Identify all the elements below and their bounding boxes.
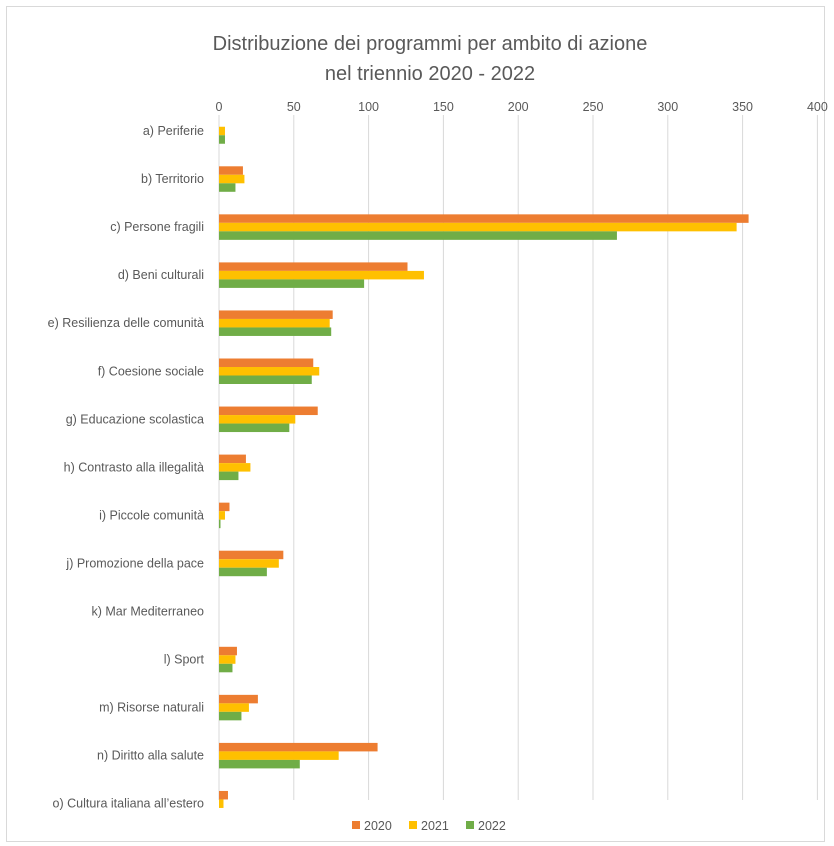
bar-2022 [219,135,225,144]
x-tick-label: 350 [732,100,753,114]
bar-2021 [219,559,279,568]
bar-2021 [219,703,249,712]
category-label: g) Educazione scolastica [66,412,204,426]
bar-2021 [219,511,225,520]
legend: 2020 2021 2022 [352,819,506,833]
bar-2020 [219,214,749,223]
bar-2021 [219,799,224,808]
bar-2022 [219,471,239,481]
bar-2021 [219,126,225,136]
x-axis-ticks: 0 50 100 150 200 250 300 350 400 [216,100,828,114]
bar-2021 [219,367,320,376]
bar-2021 [219,463,251,472]
bar-2021 [219,751,339,760]
category-label: l) Sport [164,653,205,667]
y-axis-categories: a) Periferie b) Territorio c) Persone frag… [48,124,205,811]
category-label: c) Persone fragili [110,220,204,234]
bar-2021 [219,174,245,184]
bar-2020 [219,406,318,416]
category-label: e) Resilienza delle comunità [48,316,204,330]
bar-2022 [219,711,242,721]
category-label: j) Promozione della pace [65,556,204,570]
bar-2020 [219,454,246,464]
bar-2021 [219,415,296,424]
legend-label: 2021 [421,819,449,833]
bar-2022 [219,423,290,433]
bar-2022 [219,231,617,240]
x-tick-label: 50 [287,100,301,114]
legend-swatch [466,821,474,829]
category-label: i) Piccole comunità [99,508,204,522]
x-tick-label: 150 [433,100,454,114]
category-label: k) Mar Mediterraneo [91,605,204,619]
legend-swatch [352,821,360,829]
bar-2022 [219,759,300,769]
bar-2020 [219,166,243,175]
category-label: d) Beni culturali [118,268,204,282]
x-tick-label: 250 [583,100,604,114]
category-label: b) Territorio [141,172,204,186]
bar-2020 [219,550,284,560]
bar-2022 [219,327,332,336]
bar-2020 [219,694,258,704]
bar-2020 [219,502,230,512]
bar-2021 [219,318,330,328]
chart-title-line-1: Distribuzione dei programmi per ambito d… [213,33,648,55]
bar-2022 [219,279,365,288]
x-tick-label: 400 [807,100,828,114]
bar-2020 [219,262,408,271]
category-label: o) Cultura italiana all’estero [53,797,205,811]
category-label: a) Periferie [143,124,204,138]
bar-2022 [219,519,221,529]
category-label: m) Risorse naturali [99,701,204,715]
legend-label: 2022 [478,819,506,833]
bar-2021 [219,655,236,664]
legend-label: 2020 [364,819,392,833]
legend-swatch [409,821,417,829]
bars [219,126,749,808]
category-label: n) Diritto alla salute [97,749,204,763]
chart-title-line-2: nel triennio 2020 - 2022 [325,63,535,85]
bar-2022 [219,567,267,577]
chart-frame [6,6,825,842]
bar-2021 [219,222,737,232]
x-tick-label: 100 [358,100,379,114]
x-tick-label: 300 [657,100,678,114]
bar-2022 [219,183,236,192]
bar-2022 [219,375,312,384]
x-tick-label: 200 [508,100,529,114]
bar-2020 [219,358,314,367]
bar-2020 [219,742,378,752]
bar-2022 [219,663,233,673]
bar-2020 [219,310,333,319]
bar-2020 [219,790,228,800]
bar-2020 [219,646,237,656]
category-label: h) Contrasto alla illegalità [64,460,204,474]
category-label: f) Coesione sociale [98,364,204,378]
x-tick-label: 0 [216,100,223,114]
bar-2021 [219,270,424,280]
